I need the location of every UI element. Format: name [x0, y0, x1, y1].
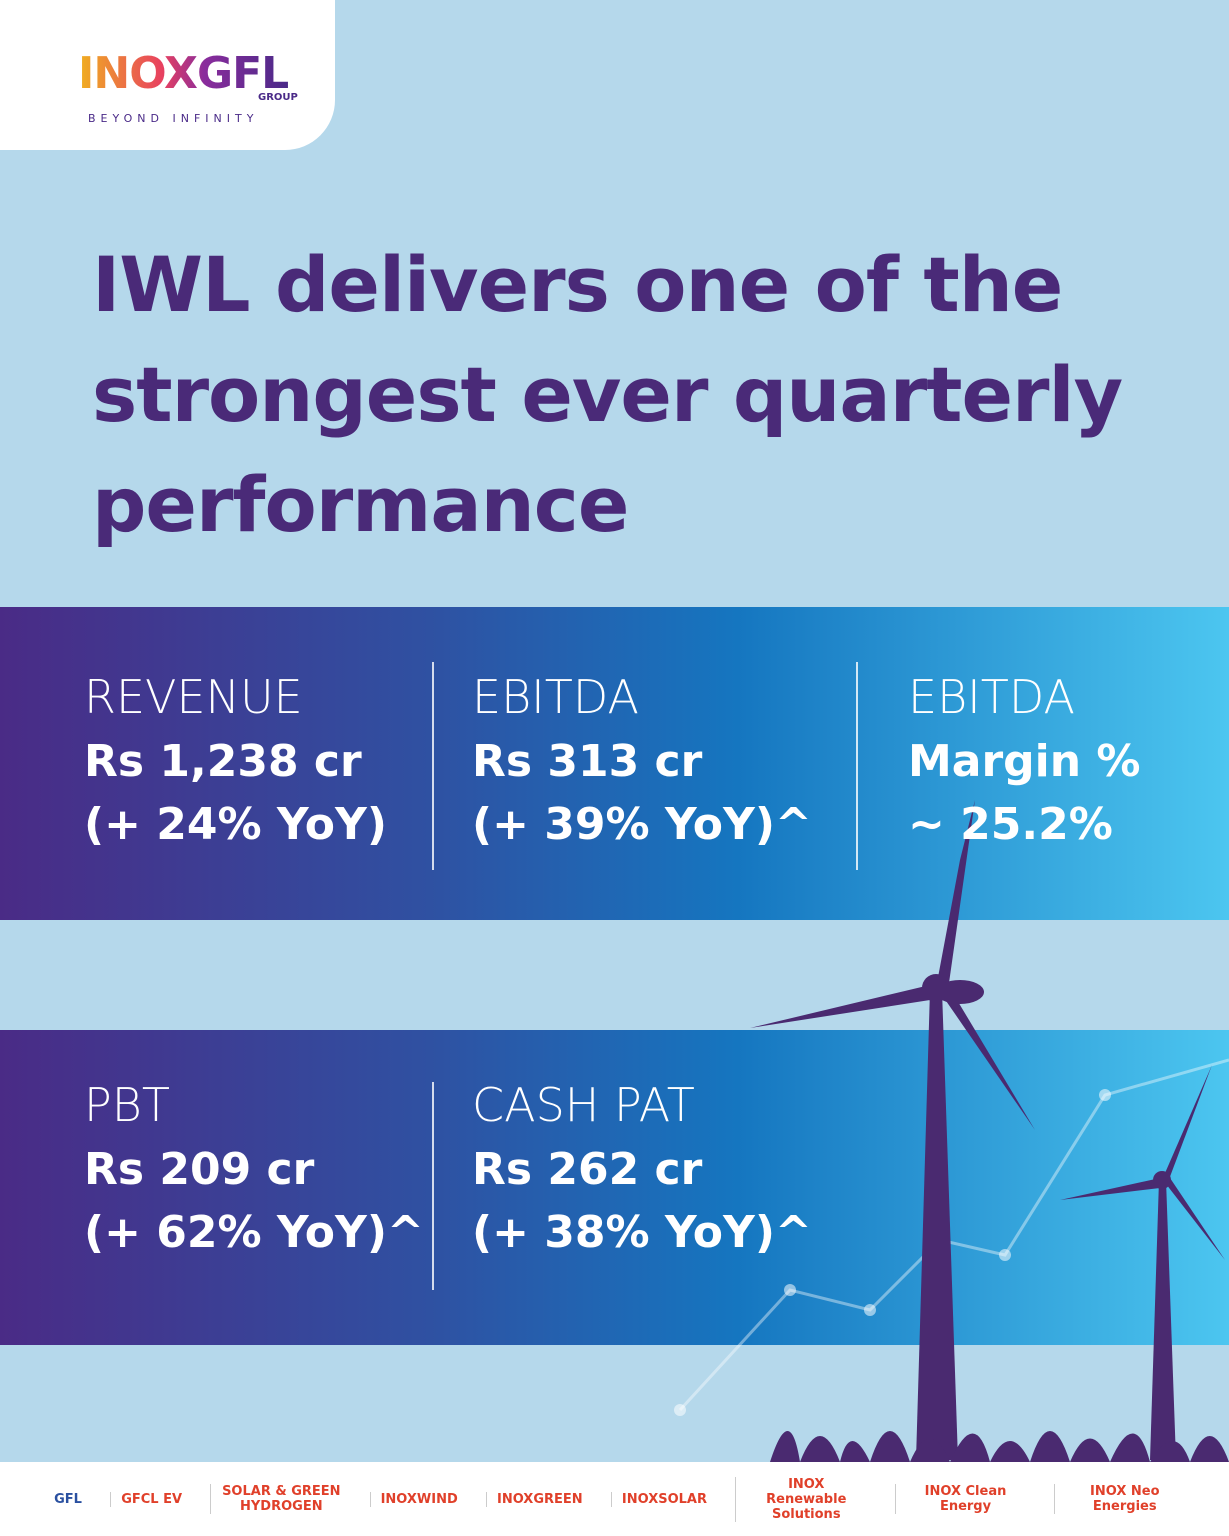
metric: EBITDA Margin % ~ 25.2% [908, 670, 1140, 850]
metric: PBT Rs 209 cr (+ 62% YoY)^ [84, 1078, 424, 1258]
footer-brand: SOLAR & GREEN HYDROGEN [210, 1484, 341, 1514]
metric-change: (+ 39% YoY)^ [472, 799, 812, 850]
headline: IWL delivers one of the [92, 240, 1063, 329]
metric-change: (+ 38% YoY)^ [472, 1207, 812, 1258]
logo: INOXGFL GROUP BEYOND INFINITY [0, 0, 335, 150]
logo-tagline: BEYOND INFINITY [88, 112, 259, 125]
metric-change: (+ 62% YoY)^ [84, 1207, 424, 1258]
metric: CASH PAT Rs 262 cr (+ 38% YoY)^ [472, 1078, 812, 1258]
metric-change: ~ 25.2% [908, 799, 1113, 850]
metric: REVENUE Rs 1,238 cr (+ 24% YoY) [84, 670, 387, 850]
footer: GFL GFCL EV SOLAR & GREEN HYDROGEN INOXWIND… [0, 1462, 1229, 1536]
metric-label: CASH PAT [472, 1078, 695, 1132]
footer-brand: INOX Neo Energies [1053, 1484, 1185, 1514]
footer-brand: INOXWIND [369, 1491, 458, 1507]
metric-label: EBITDA [908, 670, 1075, 724]
footer-brand: INOXGREEN [486, 1491, 583, 1507]
headline: performance [92, 460, 629, 549]
metric-label: EBITDA [472, 670, 639, 724]
footer-brand: GFL [54, 1491, 82, 1507]
logo-group: GROUP [258, 92, 298, 103]
wind-turbines [674, 800, 1229, 1462]
footer-brand: INOX Renewable Solutions [735, 1476, 866, 1522]
logo-brand: INOXGFL [78, 48, 289, 99]
metric-value: Margin % [908, 736, 1141, 787]
footer-brand: GFCL EV [110, 1491, 182, 1507]
metric-value: Rs 1,238 cr [84, 736, 362, 787]
headline: strongest ever quarterly [92, 350, 1123, 439]
metric-value: Rs 313 cr [472, 736, 703, 787]
metrics-band [0, 1030, 1229, 1345]
footer-brand: INOXSOLAR [610, 1491, 707, 1507]
metric-label: PBT [84, 1078, 170, 1132]
metric-label: REVENUE [84, 670, 303, 724]
divider [856, 662, 858, 870]
metrics-band [0, 607, 1229, 920]
metric-value: Rs 262 cr [472, 1144, 703, 1195]
footer-brand: INOX Clean Energy [894, 1484, 1026, 1514]
divider [432, 662, 434, 870]
metric: EBITDA Rs 313 cr (+ 39% YoY)^ [472, 670, 812, 850]
metric-value: Rs 209 cr [84, 1144, 315, 1195]
divider [432, 1082, 434, 1290]
metric-change: (+ 24% YoY) [84, 799, 387, 850]
